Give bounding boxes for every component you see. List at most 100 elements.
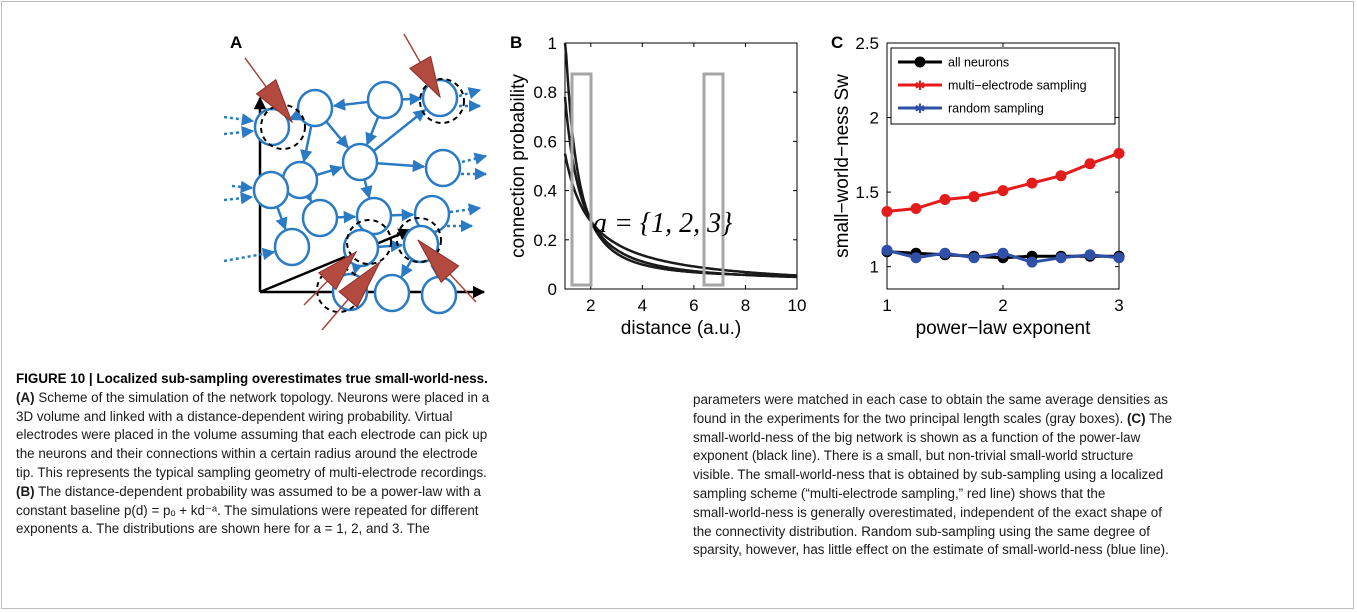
panel-label-a: A — [230, 33, 242, 52]
neuron-network — [223, 33, 488, 331]
y-tick-label: 0.2 — [533, 231, 557, 250]
panel-reference: (C) — [1126, 410, 1146, 426]
left-caption-line: constant baseline p(d) = pₒ + kd⁻ᵃ. The … — [16, 502, 671, 521]
synapse-arrow — [376, 159, 426, 173]
panel-b-xlabel: distance (a.u.) — [621, 318, 741, 339]
legend-marker — [914, 56, 926, 68]
synapse-arrow — [332, 98, 369, 111]
data-point — [1026, 177, 1038, 189]
panel-b-axes-box — [564, 42, 798, 290]
external-connection-arrow — [449, 203, 482, 216]
right-caption-line: small-world-ness of the big network is s… — [693, 429, 1333, 448]
synapse-arrow — [372, 108, 427, 153]
caption-text: Scheme of the simulation of the network … — [34, 389, 490, 405]
x-tick-label: 10 — [788, 296, 807, 315]
left-caption-line: exponents a. The distributions are shown… — [16, 520, 671, 539]
chart-legend: all neurons ✱ multi−electrode sampling ✱ ran… — [890, 47, 1116, 125]
right-caption-line: parameters were matched in each case to … — [693, 391, 1333, 410]
data-point — [968, 252, 980, 264]
synapse-arrow — [360, 178, 373, 199]
caption-text: constant baseline p(d) = pₒ + kd⁻ᵃ. The … — [16, 502, 479, 518]
caption-text: The — [1145, 410, 1173, 426]
data-point — [939, 194, 951, 206]
gray-box-long-range — [702, 72, 725, 287]
external-connection-arrow — [223, 113, 255, 126]
data-point — [997, 185, 1009, 197]
neuron — [301, 198, 339, 238]
electrode-cone — [318, 250, 358, 291]
right-caption-line: sparsity, however, has little effect on … — [693, 541, 1333, 560]
data-point — [910, 202, 922, 214]
figure-graphics: A B 2 4 6 8 10 0 0.2 0.4 0.6 0.8 1 a = {1, 2, 3} d… — [223, 33, 1125, 339]
left-caption-line: (A) Scheme of the simulation of the netw… — [16, 389, 671, 408]
y-tick-label: 0.8 — [533, 83, 557, 102]
caption-text: found in the experiments for the two pri… — [693, 410, 1127, 426]
x-tick-label: 1 — [882, 296, 891, 315]
data-point — [1113, 252, 1125, 264]
left-caption-line: tip. This represents the typical samplin… — [16, 464, 671, 483]
caption-text: small-world-ness of the big network is s… — [693, 429, 1141, 445]
panel-label-c: C — [831, 33, 843, 52]
right-caption-line: sampling scheme (“multi-electrode sampli… — [693, 485, 1333, 504]
y-tick-label: 1.5 — [855, 183, 879, 202]
probability-curve — [563, 153, 798, 277]
y-tick-label: 2 — [870, 109, 879, 128]
caption-text: The distance-dependent probability was a… — [34, 483, 481, 499]
left-caption-line: (B) The distance-dependent probability w… — [16, 483, 671, 502]
synapse-arrow — [275, 205, 288, 231]
electrode-cone — [417, 239, 460, 284]
right-caption-line: the connectivity distribution. Random su… — [693, 523, 1333, 542]
synapse-arrow — [336, 210, 357, 224]
left-caption-line: 3D volume and linked with a distance-dep… — [16, 408, 671, 427]
panel-c-ylabel: small−world−ness Sw — [832, 74, 853, 258]
y-tick-label: 2.5 — [855, 34, 879, 53]
caption-text: 3D volume and linked with a distance-dep… — [16, 408, 453, 424]
neuron — [373, 273, 411, 313]
caption-text: visible. The small-world-ness that is ob… — [693, 467, 1164, 483]
electrode-cone — [255, 78, 294, 124]
panel-reference: (B) — [16, 483, 35, 499]
data-point — [910, 252, 922, 264]
caption-text: tip. This represents the typical samplin… — [16, 464, 487, 480]
x-tick-label: 2 — [586, 296, 595, 315]
electrode-sampling-radius — [396, 217, 442, 263]
electrode-sampling-radius — [346, 219, 392, 265]
data-point — [939, 247, 951, 259]
neuron — [296, 88, 334, 128]
right-caption-line: found in the experiments for the two pri… — [693, 410, 1333, 429]
exponent-formula: a = {1, 2, 3} — [593, 208, 732, 239]
y-tick-label: 1 — [548, 34, 557, 53]
chart-series — [881, 147, 1125, 268]
y-tick-label: 0.4 — [533, 182, 557, 201]
synapse-arrow — [365, 115, 380, 146]
data-point — [1113, 147, 1125, 159]
external-connection-arrow — [223, 125, 255, 139]
external-connection-arrow — [461, 152, 488, 165]
data-point — [1026, 256, 1038, 268]
neuron — [341, 142, 379, 182]
synapse-arrow — [390, 208, 415, 222]
x-tick-label: 6 — [689, 296, 698, 315]
caption-text: the connectivity distribution. Random su… — [693, 523, 1151, 539]
synapse-arrow — [300, 124, 313, 163]
legend-marker: ✱ — [915, 101, 926, 116]
axis-z-a — [259, 228, 412, 294]
y-tick-label: 0 — [548, 280, 557, 299]
data-point — [881, 205, 893, 217]
caption-text: parameters were matched in each case to … — [693, 392, 1168, 407]
caption-text: electrodes were placed in the volume ass… — [16, 427, 488, 443]
legend-label: random sampling — [948, 102, 1044, 116]
panel-reference: (A) — [16, 389, 35, 405]
electrode-cone — [408, 55, 441, 99]
caption-text: sparsity, however, has little effect on … — [693, 542, 1169, 558]
neuron — [355, 196, 393, 236]
caption-text: the neurons and their connections within… — [16, 446, 478, 462]
neuron — [273, 227, 311, 267]
x-tick-label: 3 — [1114, 296, 1123, 315]
panel-b-ylabel: connection probability — [508, 74, 529, 258]
panel-a-network-scheme: A — [223, 33, 488, 331]
caption-right-column: parameters were matched in each case to … — [693, 391, 1333, 560]
legend-marker: ✱ — [915, 78, 926, 93]
panel-c-small-worldness: C 1 2 3 1 1.5 2 2.5 all neurons ✱ multi−electrod… — [831, 33, 1125, 339]
neuron — [420, 275, 458, 315]
